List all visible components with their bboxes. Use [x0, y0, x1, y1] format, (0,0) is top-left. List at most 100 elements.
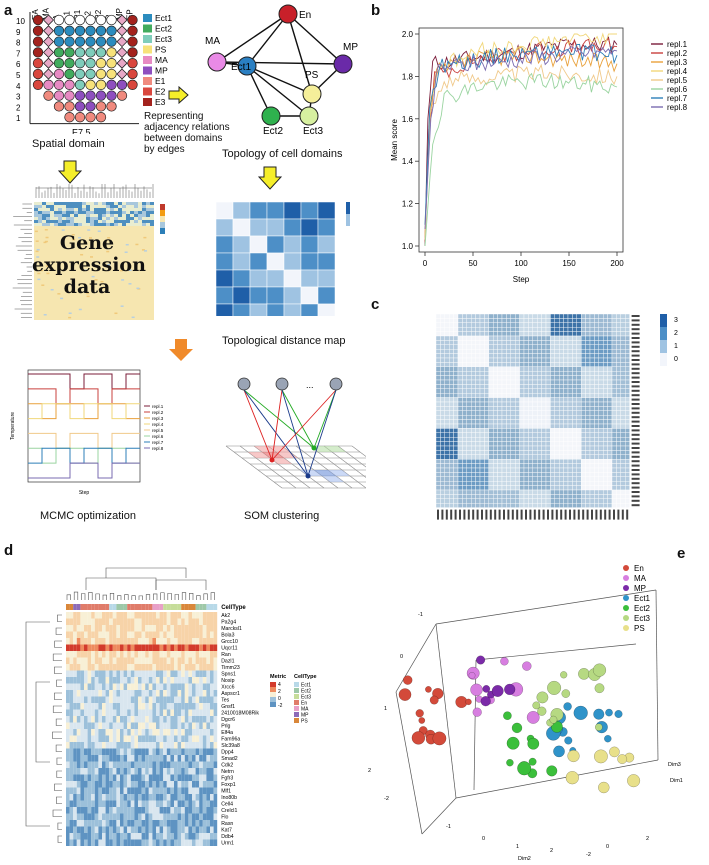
som-highlight	[276, 452, 298, 458]
chart-c-cell	[435, 357, 441, 363]
chart-d-cell	[213, 722, 218, 729]
spatial-cell	[32, 68, 44, 80]
chart-d-cell	[73, 625, 77, 632]
chart-c-cell	[616, 392, 621, 398]
chart-d-cell	[109, 755, 113, 762]
chart-c-legend-label: 0	[674, 356, 678, 363]
chart-c-cell	[580, 423, 586, 429]
chart-c-cell	[585, 349, 591, 354]
chart-c-cell	[493, 480, 498, 486]
chart-d-cell	[210, 677, 214, 684]
chart-c-cell	[528, 371, 534, 376]
chart-e-point	[506, 736, 520, 750]
chart-c-cell	[567, 441, 573, 447]
chart-c-cell	[585, 410, 591, 416]
chart-c-cell	[589, 322, 595, 328]
chart-c-cell	[616, 485, 621, 491]
chart-c-cell	[484, 428, 490, 434]
distance-cell	[249, 218, 268, 237]
chart-c-cell	[466, 344, 472, 350]
chart-c-cell	[497, 406, 503, 412]
chart-d-celltype-cell	[181, 604, 185, 610]
chart-c-cell	[624, 318, 630, 323]
chart-d-cell	[98, 774, 102, 781]
chart-d-gene-label: Flo	[221, 815, 228, 821]
chart-c-cell	[567, 379, 573, 385]
chart-c-cell	[602, 502, 608, 508]
chart-c-cell	[488, 414, 494, 420]
chart-d-celltype-cell	[134, 604, 138, 610]
chart-c-cell	[580, 436, 586, 442]
heatmap-cell	[125, 243, 129, 246]
chart-c-col-label	[454, 509, 457, 520]
chart-c-cell	[475, 454, 481, 460]
spatial-row-label: 7	[16, 49, 21, 58]
chart-c-cell	[567, 423, 573, 429]
chart-c-cell	[620, 485, 626, 491]
chart-d-cell	[145, 657, 149, 664]
chart-d-celltype-label: Ect2	[301, 689, 311, 695]
chart-c-row-label	[631, 442, 640, 445]
chart-c-cell	[585, 414, 591, 420]
chart-d-cell	[98, 683, 102, 690]
chart-d-cell	[120, 644, 124, 651]
chart-d-cell	[152, 748, 156, 755]
chart-d-cell	[120, 618, 124, 625]
chart-d-cell	[145, 735, 149, 742]
chart-d-cell	[199, 670, 203, 677]
chart-d-cell	[174, 677, 178, 684]
chart-d-cell	[141, 761, 146, 768]
distance-cell	[300, 286, 319, 305]
chart-d-cell	[120, 813, 124, 820]
chart-d-cell	[105, 729, 110, 736]
chart-c-cell	[554, 388, 560, 394]
heatmap-cell	[44, 229, 48, 231]
chart-c-cell	[558, 436, 564, 442]
chart-d-cell	[148, 709, 153, 716]
chart-c-cell	[479, 379, 485, 385]
chart-d-cell	[156, 664, 160, 671]
chart-d-cell	[184, 807, 189, 814]
heatmap-cell	[118, 205, 122, 208]
chart-d-cell	[102, 729, 106, 736]
chart-c-cell	[479, 313, 485, 319]
som-diagram: ...	[196, 376, 409, 506]
chart-c-cell	[457, 502, 463, 508]
legend-swatch	[143, 14, 152, 22]
chart-c-cell	[449, 357, 454, 363]
chart-c-cell	[528, 489, 534, 495]
chart-d-cell	[120, 664, 124, 671]
chart-c-cell	[541, 379, 547, 385]
chart-d-celltype-label: Ect1	[301, 683, 311, 689]
chart-d-gene-label: Dazl1	[221, 659, 234, 665]
chart-c-cell	[435, 406, 441, 412]
chart-d-cell	[145, 683, 149, 690]
chart-d-cell	[138, 644, 142, 651]
chart-d-cell	[116, 618, 120, 625]
graph-node-label: MP	[343, 42, 358, 53]
chart-d-cell	[177, 690, 182, 697]
chart-d-cell	[195, 618, 200, 625]
chart-c-cell	[466, 375, 472, 381]
chart-d-cell	[163, 774, 167, 781]
chart-c-cell	[594, 397, 599, 403]
heatmap-cell	[135, 243, 139, 246]
chart-c-cell	[536, 318, 542, 323]
chart-d-cell	[87, 794, 92, 801]
chart-d-cell	[91, 774, 95, 781]
chart-d-cell	[184, 774, 189, 781]
chart-d-cell	[120, 625, 124, 632]
chart-c-cell	[475, 401, 481, 407]
chart-d-cell	[192, 709, 196, 716]
chart-c-cell	[506, 357, 512, 363]
chart-d-cell	[148, 787, 153, 794]
chart-c-cell	[466, 467, 472, 473]
chart-d-celltype-swatch	[294, 688, 299, 693]
chart-d-cell	[112, 657, 117, 664]
spatial-cell	[106, 14, 117, 26]
topology-caption: Topology of cell domains	[222, 148, 343, 160]
chart-e-legend-dot	[623, 585, 629, 591]
chart-d-cell	[166, 839, 171, 846]
chart-d-cell	[73, 787, 77, 794]
chart-d-cell	[130, 794, 135, 801]
